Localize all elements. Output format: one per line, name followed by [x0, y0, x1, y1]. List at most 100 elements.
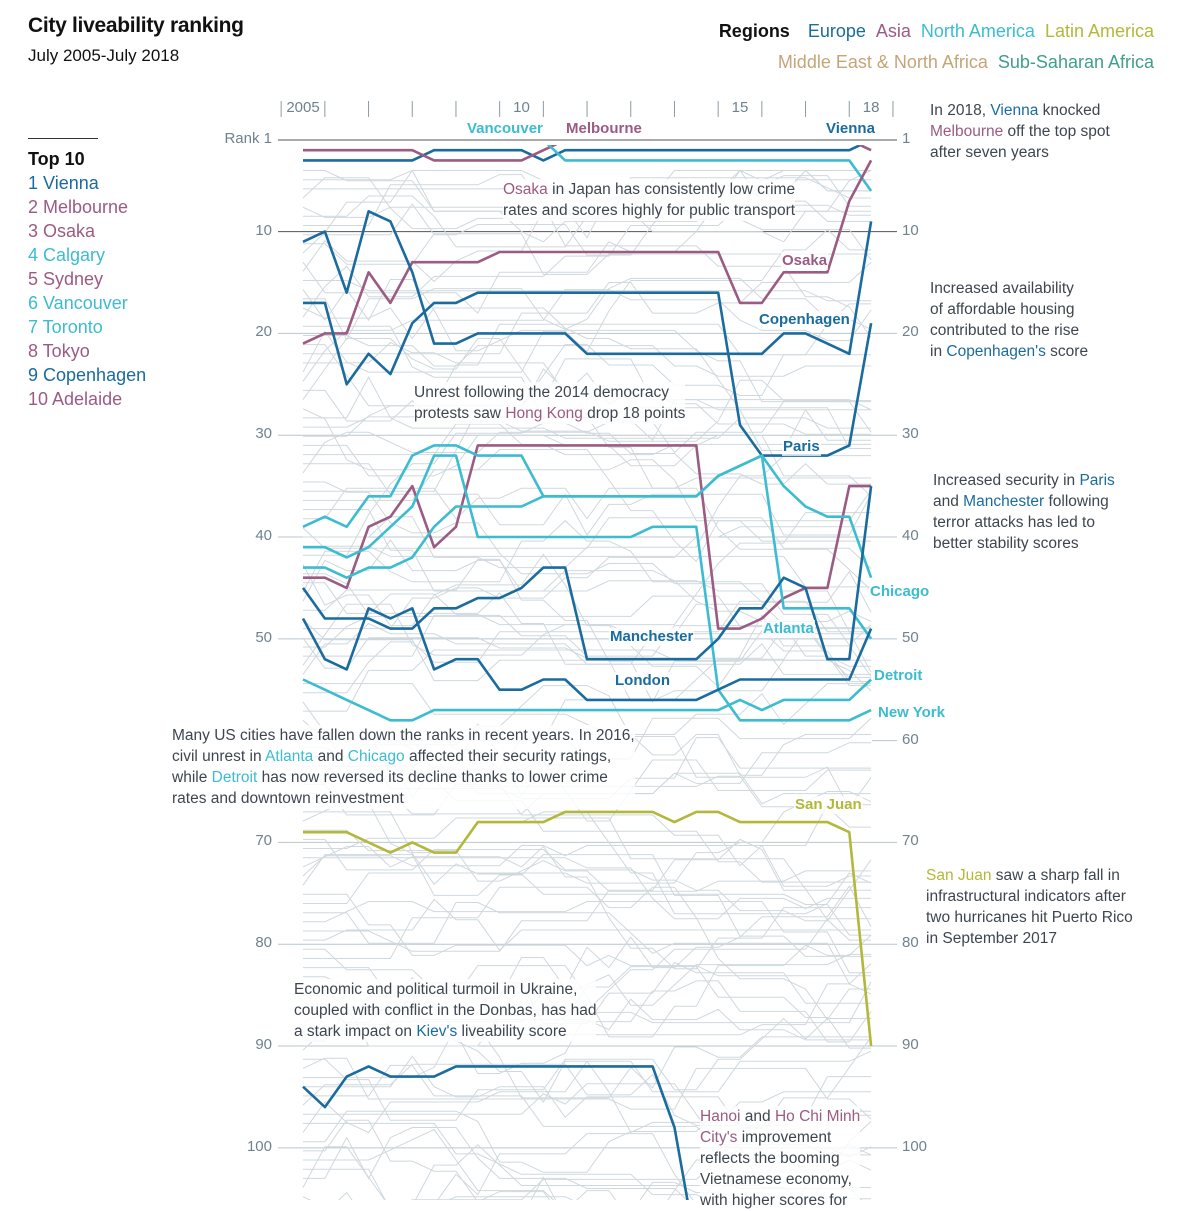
legend-item-europe: Europe	[807, 21, 866, 41]
annotation-copenhagen: Increased availability of affordable hous…	[930, 278, 1089, 362]
annotation-line: rates and scores highly for public trans…	[503, 200, 795, 221]
annotation-text: and	[313, 748, 348, 765]
series-label-san-juan: San Juan	[794, 796, 863, 814]
series-label-new-york: New York	[877, 704, 946, 722]
annotation-text: Melbourne	[930, 123, 1004, 140]
y-tick-label-right: 70	[902, 832, 919, 850]
background-city-line	[303, 261, 872, 355]
annotation-text: better stability scores	[933, 535, 1079, 552]
annotation-text: liveability score	[457, 1023, 567, 1040]
y-tick-label-right: 90	[902, 1036, 919, 1054]
annotation-text: with higher scores for	[700, 1192, 848, 1209]
legend-item-asia: Asia	[875, 21, 911, 41]
annotation-text: affected their security ratings,	[404, 748, 612, 765]
background-city-line	[302, 338, 872, 411]
y-tick-label-left: 90	[255, 1036, 272, 1054]
annotation-line: after seven years	[930, 142, 1110, 163]
annotation-text: and	[740, 1108, 775, 1125]
background-city-line	[436, 1133, 694, 1200]
series-line-new-york	[303, 454, 872, 722]
y-tick-label-left: 80	[255, 934, 272, 952]
top10-item: 1 Vienna	[28, 173, 99, 193]
annotation-text: Vietnamese economy,	[700, 1171, 852, 1188]
background-city-line	[303, 901, 872, 974]
series-line-san-juan	[303, 810, 873, 1047]
annotation-text: after seven years	[930, 144, 1049, 161]
top10-item: 9 Copenhagen	[28, 365, 147, 385]
top10-item: 5 Sydney	[28, 269, 104, 289]
series-line-vancouver	[546, 145, 873, 192]
annotation-line: better stability scores	[933, 533, 1115, 554]
annotation-text: coupled with conflict in the Donbas, has…	[294, 1002, 597, 1019]
background-city-line	[302, 408, 872, 542]
annotation-text: off the top spot	[1003, 123, 1110, 140]
background-city-line	[303, 857, 872, 920]
annotation-text: Increased availability	[930, 280, 1074, 297]
y-tick-label-right: 20	[902, 323, 919, 341]
background-city-line	[303, 376, 872, 439]
background-city-line	[303, 838, 872, 922]
background-city-line	[302, 401, 872, 474]
annotation-text: in Japan has consistently low crime	[547, 181, 796, 198]
y-tick-label-left: 70	[255, 832, 272, 850]
annotation-line: and Manchester following	[933, 491, 1115, 512]
annotation-text: rates and scores highly for public trans…	[503, 202, 796, 219]
series-line-detroit	[302, 678, 872, 722]
series-line-vienna	[303, 145, 864, 162]
background-city-line	[302, 279, 872, 403]
background-city-line	[303, 423, 872, 456]
annotation-line: City's improvement	[700, 1127, 860, 1148]
y-tick-label-left: 30	[255, 425, 272, 443]
background-city-line	[303, 649, 872, 712]
y-tick-label-right: 10	[902, 221, 919, 239]
top10-list: Top 10 1 Vienna 2 Melbourne 3 Osaka 4 Calga…	[28, 138, 147, 411]
series-line-london	[301, 606, 873, 702]
background-city-line	[303, 802, 872, 936]
background-city-line	[303, 449, 872, 563]
annotation-text: Atlanta	[265, 748, 314, 765]
series-label-paris: Paris	[782, 438, 821, 456]
annotation-line: Osaka in Japan has consistently low crim…	[503, 179, 795, 200]
top10-item: 4 Calgary	[28, 245, 106, 265]
annotation-text: protests saw	[414, 405, 506, 422]
background-city-line	[303, 893, 872, 977]
annotation-hong-kong: Unrest following the 2014 democracy prote…	[414, 382, 686, 424]
x-tick-label: 18	[862, 99, 880, 116]
top10-title: Top 10	[28, 149, 85, 169]
series-line-chicago	[302, 444, 873, 579]
y-tick-label-right: 1	[902, 130, 911, 147]
background-city-line	[302, 228, 872, 373]
x-tick-label: 15	[731, 99, 749, 116]
annotation-vietnam: Hanoi and Ho Chi Minh City's improvement r…	[700, 1106, 861, 1211]
annotation-text: rates and downtown reinvestment	[172, 790, 404, 807]
annotation-line: two hurricanes hit Puerto Rico	[926, 907, 1133, 928]
y-tick-label-left: 40	[255, 527, 272, 545]
background-city-line	[302, 804, 872, 877]
annotation-line: Economic and political turmoil in Ukrain…	[294, 979, 596, 1000]
annotation-paris-manchester: Increased security in Paris and Mancheste…	[933, 470, 1115, 554]
annotation-osaka: Osaka in Japan has consistently low crim…	[503, 179, 796, 221]
top10-item: 3 Osaka	[28, 221, 96, 241]
background-city-line	[302, 1057, 872, 1120]
background-city-line	[302, 520, 872, 613]
x-tick-label: 2005	[286, 99, 320, 116]
series-line-osaka	[302, 159, 873, 345]
background-city-line	[302, 170, 872, 239]
annotation-line: Increased security in Paris	[933, 470, 1115, 491]
series-label-chicago: Chicago	[869, 583, 931, 601]
annotation-text: San Juan	[926, 867, 992, 884]
background-city-line	[302, 1060, 872, 1134]
background-city-line	[303, 233, 872, 275]
y-tick-label-right: 100	[902, 1137, 928, 1155]
background-city-line	[302, 307, 872, 441]
annotation-line: protests saw Hong Kong drop 18 points	[414, 403, 685, 424]
annotation-text: Manchester	[963, 493, 1045, 510]
annotation-line: infrastructural indicators after	[926, 886, 1133, 907]
annotation-text: Increased security in	[933, 472, 1080, 489]
background-city-line	[302, 603, 872, 687]
annotation-line: rates and downtown reinvestment	[172, 788, 635, 809]
background-city-line	[303, 174, 872, 338]
annotation-text: has now reversed its decline thanks to l…	[257, 769, 608, 786]
annotation-text: and	[933, 493, 964, 510]
annotation-text: Hanoi	[700, 1108, 741, 1125]
